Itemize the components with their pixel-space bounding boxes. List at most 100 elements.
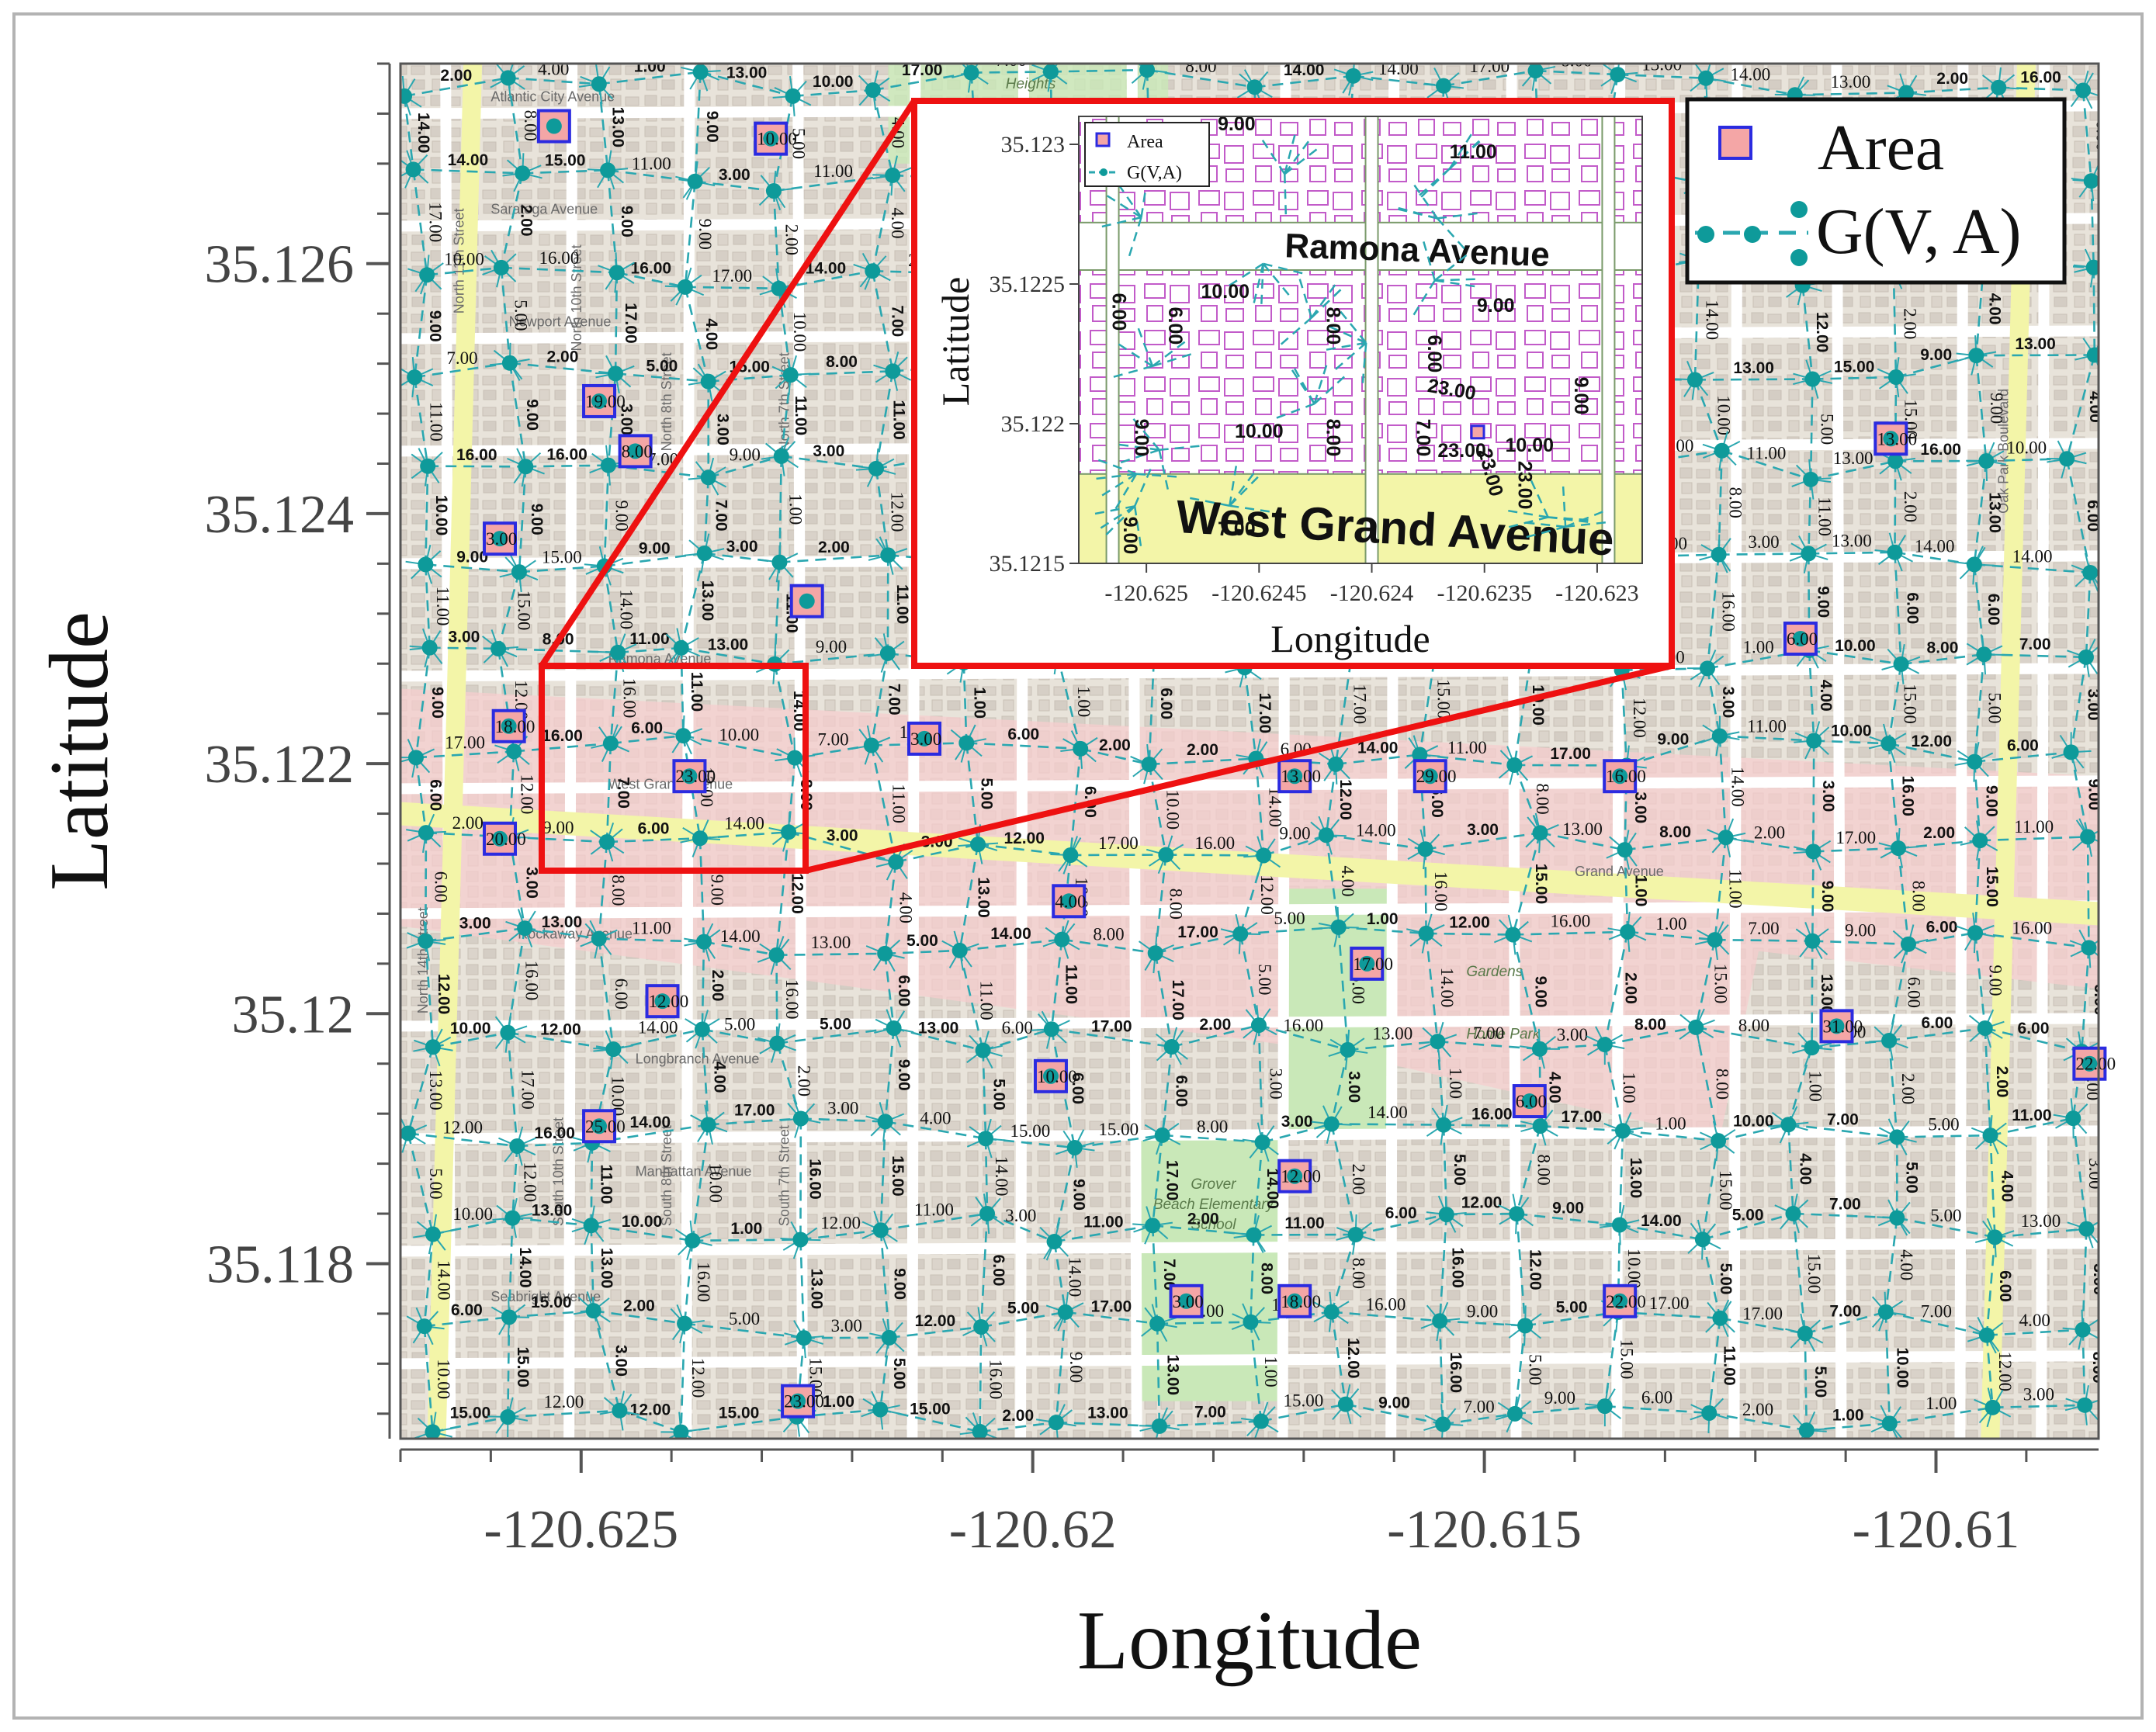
graph-node bbox=[1801, 546, 1817, 562]
area-marker: 23.00 bbox=[781, 1384, 824, 1419]
edge-weight-label: 9.00 bbox=[1552, 1199, 1584, 1217]
area-marker: 18.00 bbox=[491, 708, 536, 743]
edge-weight-label: 15.00 bbox=[1834, 358, 1875, 376]
inset-graph-edge bbox=[1284, 144, 1322, 175]
graph-node bbox=[1701, 1405, 1718, 1421]
y-tick-label: 35.126 bbox=[205, 235, 355, 295]
graph-node bbox=[958, 735, 975, 751]
edge-weight-label: 7.00 bbox=[996, 50, 1027, 70]
inset-x-tick-label: -120.6245 bbox=[1211, 580, 1307, 606]
edge-weight-label: 6.00 bbox=[1173, 1076, 1191, 1107]
graph-edge bbox=[701, 941, 705, 1030]
graph-edge bbox=[590, 1225, 594, 1311]
edge-weight-label: 14.00 bbox=[1284, 61, 1325, 79]
graph-edge bbox=[1603, 1044, 1624, 1131]
zoom-connector-lower bbox=[805, 663, 1672, 874]
inset-graph-edge bbox=[1313, 372, 1350, 405]
graph-node bbox=[2083, 173, 2099, 189]
area-weight-label: 13.00 bbox=[1877, 429, 1917, 449]
graph-edge bbox=[598, 938, 615, 1050]
edge-weight-label: 10.00 bbox=[705, 1162, 725, 1203]
inset-graph-edge bbox=[1223, 262, 1264, 290]
graph-node bbox=[500, 1408, 516, 1425]
graph-edge bbox=[1515, 1214, 1527, 1326]
graph-node bbox=[1900, 936, 1916, 952]
graph-node bbox=[1967, 753, 1983, 770]
graph-edge bbox=[609, 652, 619, 744]
edge-weight-label: 7.00 bbox=[446, 348, 477, 368]
edge-weight-label: 12.00 bbox=[435, 974, 452, 1015]
legend-graph-marker bbox=[1697, 226, 1714, 243]
graph-edge bbox=[872, 89, 894, 176]
graph-edge bbox=[603, 566, 619, 653]
inset-graph-edge bbox=[1503, 516, 1548, 530]
graph-node bbox=[490, 640, 507, 656]
graph-edge bbox=[414, 647, 431, 758]
graph-edge bbox=[680, 553, 706, 649]
edge-weight-label: 14.00 bbox=[434, 1260, 453, 1301]
edge-weight-label: 6.00 bbox=[1007, 726, 1039, 743]
inset-graph-edge bbox=[1092, 456, 1137, 475]
edge-weight-label: 15.00 bbox=[1283, 1391, 1323, 1411]
inset-graph-edge bbox=[1270, 403, 1315, 421]
graph-node bbox=[877, 945, 893, 961]
y-tick-label: 35.12 bbox=[232, 985, 355, 1044]
area-square bbox=[672, 759, 707, 794]
graph-edge bbox=[958, 843, 979, 951]
graph-node bbox=[2082, 564, 2099, 580]
graph-edge bbox=[1813, 847, 1899, 853]
graph-edge bbox=[870, 745, 897, 863]
edge-weight-label: 8.00 bbox=[1185, 57, 1216, 76]
graph-edge bbox=[794, 744, 872, 759]
edge-weight-label: 6.00 bbox=[1905, 977, 1924, 1008]
edge-weight-label: 14.00 bbox=[1367, 1103, 1408, 1122]
graph-edge bbox=[2070, 752, 2089, 837]
graph-edge bbox=[1425, 831, 1541, 850]
graph-node bbox=[1887, 544, 1903, 560]
edge-weight-label: 13.00 bbox=[808, 1269, 826, 1310]
graph-edge bbox=[415, 750, 515, 759]
graph-edge bbox=[800, 1117, 886, 1123]
graph-edge bbox=[979, 1213, 989, 1328]
school-label: Grover bbox=[1191, 1176, 1236, 1193]
edge-weight-label: 17.00 bbox=[1177, 923, 1218, 941]
edge-weight-label: 5.00 bbox=[511, 300, 530, 331]
graph-edge bbox=[1808, 649, 1901, 666]
graph-edge bbox=[1897, 1134, 1991, 1138]
edge-weight-label: 15.00 bbox=[542, 547, 582, 566]
edge-weight-label: 3.00 bbox=[448, 628, 480, 646]
area-square bbox=[2072, 1046, 2107, 1081]
edge-weight-label: 5.00 bbox=[724, 1015, 755, 1034]
graph-edge bbox=[1984, 1027, 1991, 1136]
area-weight-label: 18.00 bbox=[495, 717, 536, 736]
graph-edge bbox=[1524, 1311, 1619, 1327]
area-marker: 16.00 bbox=[1603, 759, 1646, 794]
graph-node bbox=[1714, 442, 1730, 459]
edge-weight-label: 15.00 bbox=[1804, 1253, 1824, 1294]
graph-edge bbox=[1437, 1041, 1445, 1125]
graph-edge bbox=[413, 376, 429, 466]
graph-node bbox=[1887, 453, 1904, 469]
area-node bbox=[591, 393, 608, 409]
area-marker: 12.00 bbox=[1277, 1159, 1321, 1193]
graph-node bbox=[1436, 1117, 1452, 1133]
edge-weight-label: 9.00 bbox=[895, 1059, 913, 1091]
graph-node bbox=[951, 942, 968, 958]
graph-edge bbox=[1355, 1213, 1447, 1236]
inset-graph-edge bbox=[1527, 474, 1549, 518]
graph-node bbox=[877, 1114, 893, 1130]
area-marker: 3.00 bbox=[907, 721, 941, 756]
graph-edge bbox=[1884, 1218, 1898, 1312]
edge-weight-label: 3.00 bbox=[1748, 532, 1779, 552]
edge-weight-label: 3.00 bbox=[1005, 1206, 1036, 1225]
inset-graph-edge bbox=[1336, 306, 1367, 344]
graph-node bbox=[868, 460, 884, 476]
edge-weight-label: 16.00 bbox=[694, 1262, 713, 1302]
graph-node bbox=[1893, 656, 1909, 672]
graph-edge bbox=[1166, 854, 1264, 857]
graph-edge bbox=[1419, 754, 1426, 850]
graph-node bbox=[1711, 728, 1728, 744]
graph-edge bbox=[875, 468, 889, 556]
graph-edge bbox=[1985, 1237, 1996, 1335]
